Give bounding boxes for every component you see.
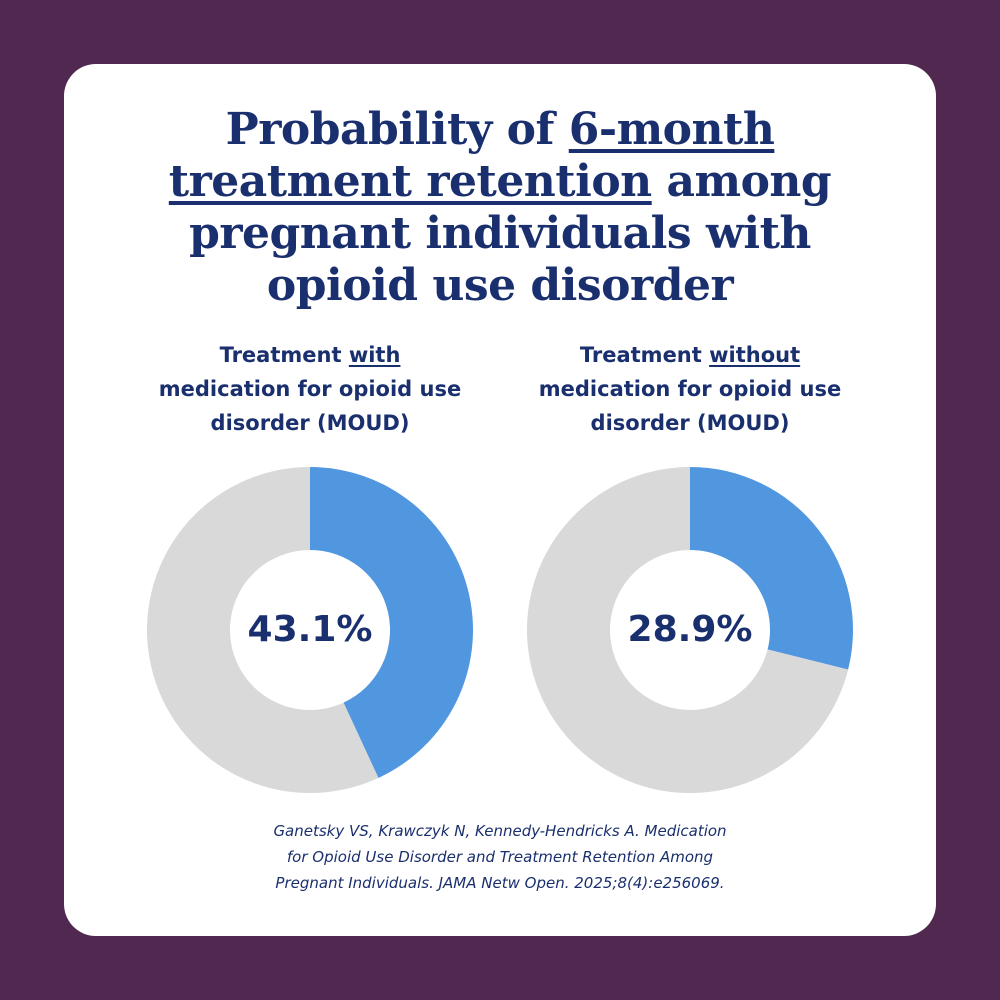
- donut-retention-slice: [310, 467, 473, 778]
- left-donut-chart: [147, 467, 473, 793]
- title-line-2: treatment retention among: [0, 156, 1000, 208]
- left-percentage-label: 43.1%: [247, 609, 373, 650]
- right-percentage-label: 28.9%: [627, 609, 753, 650]
- content-card: [64, 64, 936, 936]
- title-text: Probability of: [225, 104, 569, 155]
- citation: Ganetsky VS, Krawczyk N, Kennedy-Hendric…: [0, 818, 1000, 896]
- title-emphasis: treatment retention: [168, 156, 652, 207]
- subtitle-line-3: disorder (MOUD): [210, 411, 410, 435]
- subtitle-line-1: Treatment with: [130, 338, 490, 372]
- subtitle-emphasis: without: [709, 343, 801, 367]
- title-line-4: opioid use disorder: [266, 260, 734, 311]
- title-line-1: Probability of 6-month: [0, 104, 1000, 156]
- donut-retention-slice: [690, 467, 853, 670]
- right-chart-subtitle: Treatment without medication for opioid …: [510, 338, 870, 440]
- subtitle-text: Treatment: [579, 343, 710, 367]
- donut-remainder-slice: [527, 467, 849, 793]
- left-chart-subtitle: Treatment with medication for opioid use…: [130, 338, 490, 440]
- donut-remainder-slice: [147, 467, 379, 793]
- citation-line-3: Pregnant Individuals. JAMA Netw Open. 20…: [275, 874, 725, 892]
- citation-line-2: for Opioid Use Disorder and Treatment Re…: [286, 848, 714, 866]
- subtitle-emphasis: with: [348, 343, 401, 367]
- citation-line-1: Ganetsky VS, Krawczyk N, Kennedy-Hendric…: [273, 822, 727, 840]
- subtitle-line-3: disorder (MOUD): [590, 411, 790, 435]
- subtitle-line-2: medication for opioid use: [538, 377, 842, 401]
- subtitle-text: Treatment: [219, 343, 349, 367]
- subtitle-line-1: Treatment without: [510, 338, 870, 372]
- right-donut-chart: [527, 467, 853, 793]
- title-text: among: [651, 156, 832, 207]
- subtitle-line-2: medication for opioid use: [158, 377, 462, 401]
- chart-title: Probability of 6-month treatment retenti…: [0, 104, 1000, 312]
- title-line-3: pregnant individuals with: [189, 208, 811, 259]
- title-emphasis: 6-month: [568, 104, 775, 155]
